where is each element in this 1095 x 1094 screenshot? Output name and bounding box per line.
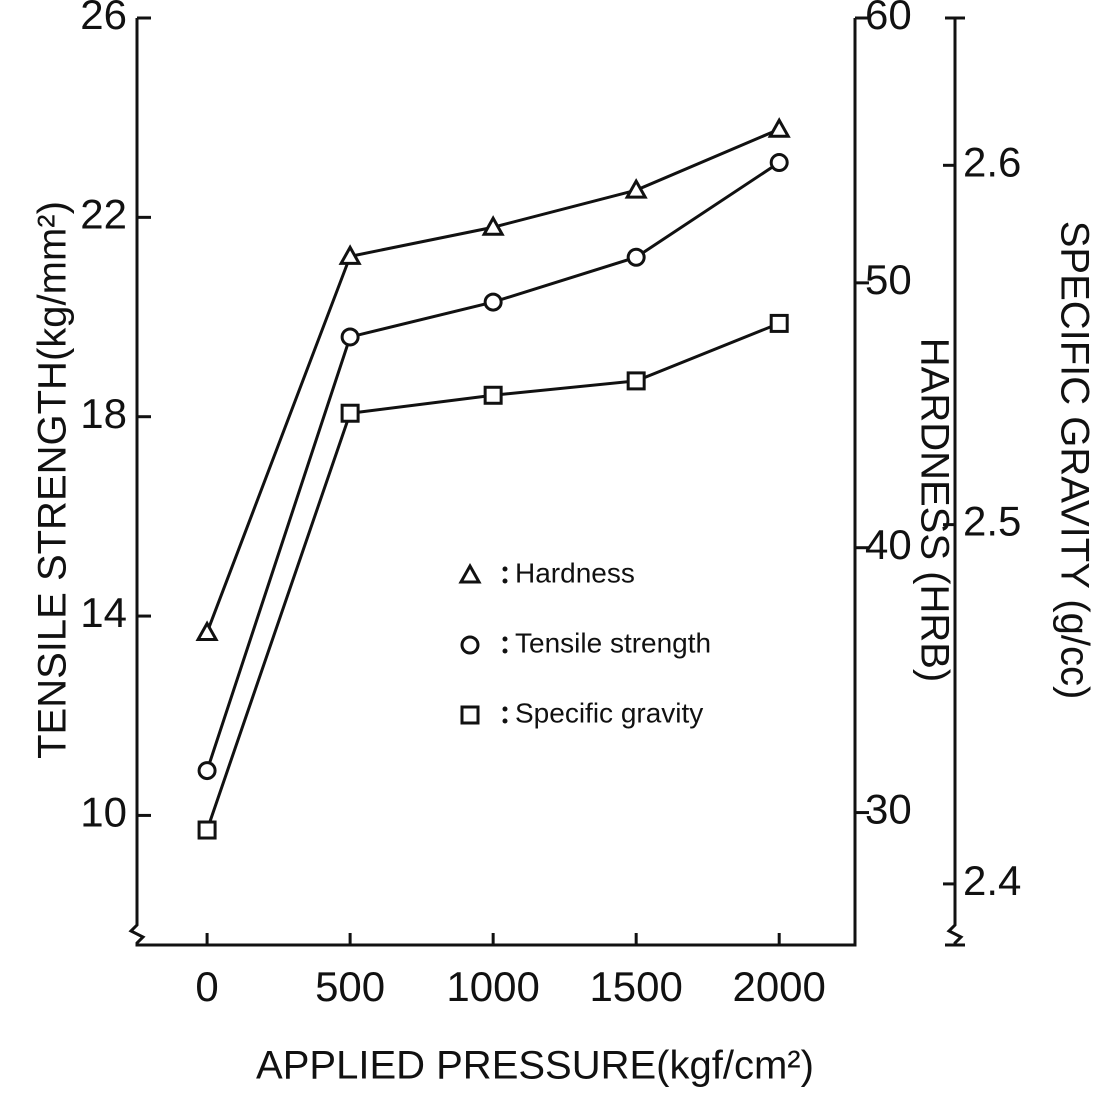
- marker: [767, 117, 791, 138]
- marker: [460, 635, 480, 655]
- y-tick-label: 2.6: [963, 138, 1021, 185]
- y-tick-label: 50: [865, 256, 912, 303]
- x-tick-label: 500: [315, 963, 385, 1010]
- marker: [769, 313, 789, 333]
- marker: [626, 247, 646, 267]
- legend-colon: [502, 718, 508, 724]
- marker: [483, 292, 503, 312]
- x-tick-label: 1500: [589, 963, 682, 1010]
- y-tick-label: 2.4: [963, 857, 1021, 904]
- y-tick-label: 40: [865, 521, 912, 568]
- marker: [624, 178, 648, 199]
- x-axis-title: APPLIED PRESSURE(kgf/cm²): [256, 1044, 814, 1088]
- plot-frame: [128, 18, 857, 947]
- y-tick-label: 18: [80, 390, 127, 437]
- legend-colon: [502, 578, 508, 584]
- y3-axis-title: SPECIFIC GRAVITY (g/cc): [1052, 221, 1095, 700]
- legend-label: Hardness: [515, 557, 635, 588]
- legend-colon: [502, 706, 508, 712]
- x-tick-label: 0: [195, 963, 218, 1010]
- x-tick-label: 1000: [446, 963, 539, 1010]
- y-tick-label: 30: [865, 786, 912, 833]
- y-tick-label: 26: [80, 0, 127, 38]
- marker: [458, 562, 482, 584]
- y-tick-label: 2.5: [963, 498, 1021, 545]
- y-tick-label: 10: [80, 789, 127, 836]
- marker: [197, 820, 217, 840]
- y-tick-label: 60: [865, 0, 912, 38]
- x-tick-label: 2000: [732, 963, 825, 1010]
- marker: [338, 244, 362, 265]
- marker: [460, 705, 480, 725]
- legend-colon: [502, 636, 508, 642]
- legend-label: Specific gravity: [515, 697, 703, 728]
- legend-label: Tensile strength: [515, 627, 711, 658]
- series-line: [205, 161, 781, 772]
- legend-colon: [502, 566, 508, 572]
- marker: [769, 153, 789, 173]
- marker: [340, 327, 360, 347]
- y2-axis-title: HARDNESS (HRB): [912, 338, 956, 682]
- third-axis: [945, 16, 965, 947]
- marker: [340, 403, 360, 423]
- marker: [195, 620, 219, 641]
- marker: [481, 215, 505, 236]
- y-axis-title: TENSILE STRENGTH(kg/mm²): [31, 201, 75, 759]
- y-tick-label: 22: [80, 190, 127, 237]
- marker: [197, 761, 217, 781]
- marker: [483, 385, 503, 405]
- legend-colon: [502, 648, 508, 654]
- series-line: [205, 127, 780, 634]
- marker: [626, 371, 646, 391]
- y-tick-label: 14: [80, 589, 127, 636]
